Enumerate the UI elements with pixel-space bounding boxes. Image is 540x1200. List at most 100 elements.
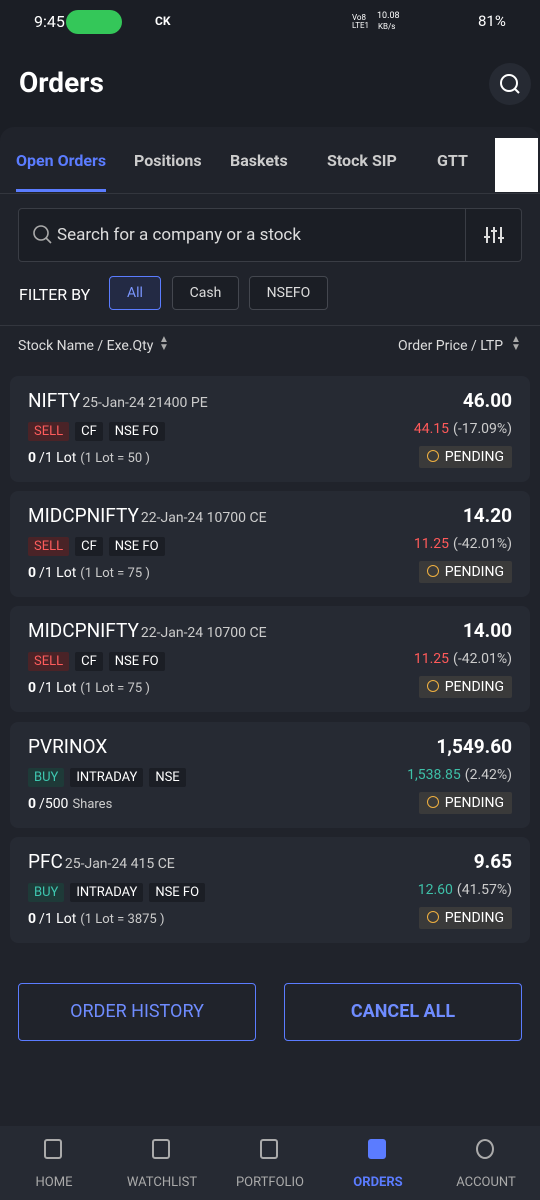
nav-label: WATCHLIST [126,1175,198,1190]
button-label: CANCEL ALL [350,1001,456,1022]
exec-qty: 0 [28,911,37,927]
filter-chip[interactable]: NSEFO [249,276,328,310]
tag: INTRADAY [70,768,144,787]
tag: CF [75,422,103,441]
ltp-change: (2.42%) [464,767,512,783]
status-badge: PENDING [418,907,512,929]
contract-detail: 25-Jan-24 21400 PE [82,395,208,411]
tab[interactable]: Open Orders [16,151,107,170]
status-text: PENDING [444,449,504,465]
contract-detail: 22-Jan-24 10700 CE [140,510,267,526]
nav-label: HOME [35,1175,73,1190]
qty-line: 0/1 Lot (1 Lot = 3875 ) [28,911,165,927]
tag: INTRADAY [70,883,144,902]
nav-item[interactable]: WATCHLIST [108,1126,216,1200]
tab[interactable]: GTT [437,151,468,170]
qty-note: (1 Lot = 75 ) [80,566,150,581]
nav-item[interactable]: ORDERS [324,1126,432,1200]
clock-icon [426,450,439,462]
status-badge: PENDING [418,446,512,468]
nav-icon [44,1139,62,1159]
ltp-line: 1,538.85 (2.42%) [407,767,512,783]
stock-name: NIFTY [28,389,81,412]
qty-note: (1 Lot = 75 ) [80,681,150,696]
search-button[interactable] [489,63,531,105]
clock-icon [426,680,439,692]
total-qty: /1 Lot [39,565,77,581]
total-qty: /1 Lot [39,911,77,927]
order-card[interactable]: MIDCPNIFTY 22-Jan-24 10700 CE SELL CF NSE FO… [10,491,530,597]
filter-settings[interactable] [465,209,522,261]
tag: NSE FO [108,422,165,441]
column-left[interactable]: Stock Name / Exe.Qty [18,338,154,354]
search-placeholder: Search for a company or a stock [57,225,301,245]
tag: NSE FO [149,883,206,902]
nav-item[interactable]: HOME [0,1126,108,1200]
status-icons: CK [155,14,171,28]
status-badge: PENDING [418,676,512,698]
qty-note: (1 Lot = 3875 ) [80,912,165,927]
tab[interactable]: Stock SIP [327,151,397,170]
order-price: 46.00 [462,389,512,412]
clock-icon [426,565,439,577]
exec-qty: 0 [28,450,37,466]
tag: CF [75,537,103,556]
tab[interactable]: Positions [134,151,202,170]
ltp-change: (-42.01%) [453,536,512,552]
order-card[interactable]: PFC 25-Jan-24 415 CE BUY INTRADAY NSE FO 0/1 … [10,837,530,943]
network: Vo8 LTE1 [352,13,370,30]
battery: 81% [478,12,506,30]
tab-bar: Open Orders Positions Baskets Stock SIP GTT [0,127,540,194]
order-card[interactable]: MIDCPNIFTY 22-Jan-24 10700 CE SELL CF NSE FO… [10,606,530,712]
order-title: PFC 25-Jan-24 415 CE [28,850,175,873]
tab-indicator [16,189,106,192]
ltp-change: (-17.09%) [453,421,512,437]
order-tags: BUY INTRADAY NSE FO [28,881,211,902]
order-price: 14.20 [462,504,512,527]
status-badge: PENDING [418,792,512,814]
nav-label: PORTFOLIO [235,1175,304,1190]
order-tags: SELL CF NSE FO [28,650,171,671]
ltp-line: 12.60 (41.57%) [418,882,512,898]
tag: NSE FO [108,652,165,671]
action-button[interactable]: ORDER HISTORY [18,983,256,1041]
call-pill [66,10,122,34]
filter-chip[interactable]: Cash [172,276,239,310]
ltp-change: (41.57%) [456,882,512,898]
ltp-line: 44.15 (-17.09%) [414,421,512,437]
column-right[interactable]: Order Price / LTP [398,338,504,354]
filter-label: FILTER BY [19,285,91,304]
tab[interactable]: Baskets [230,151,288,170]
filter-chip[interactable]: All [109,276,161,310]
order-card[interactable]: NIFTY 25-Jan-24 21400 PE SELL CF NSE FO 0/1 L… [10,376,530,482]
nav-icon [152,1139,170,1159]
ltp-line: 11.25 (-42.01%) [414,536,512,552]
nav-item[interactable]: ACCOUNT [432,1126,540,1200]
exec-qty: 0 [28,565,37,581]
sort-icon: ▲ ▼ [511,334,521,353]
clock-icon [426,911,439,923]
nav-item[interactable]: PORTFOLIO [216,1126,324,1200]
action-button[interactable]: CANCEL ALL [284,983,522,1041]
ltp: 1,538.85 [407,767,461,783]
tag: NSE [149,768,186,787]
search-box[interactable]: Search for a company or a stock [18,208,522,262]
status-badge: PENDING [418,561,512,583]
status-text: PENDING [444,564,504,580]
order-card[interactable]: PVRINOX BUY INTRADAY NSE 0/500 Shares 1,549.60… [10,722,530,828]
order-tags: SELL CF NSE FO [28,420,171,441]
status-bar: 9:45 CK Vo8 LTE1 10.08 KB/s 81% [0,0,540,44]
contract-detail: 22-Jan-24 10700 CE [140,625,267,641]
total-qty: /1 Lot [39,680,77,696]
order-price: 14.00 [462,619,512,642]
stock-name: MIDCPNIFTY [28,619,139,642]
order-tags: SELL CF NSE FO [28,535,171,556]
filter-text: Cash [189,285,222,301]
total-qty: /1 Lot [39,450,77,466]
exec-qty: 0 [28,680,37,696]
side-tag: SELL [28,652,70,671]
page-title: Orders [19,66,104,99]
side-tag: SELL [28,422,70,441]
qty-line: 0/1 Lot (1 Lot = 75 ) [28,565,150,581]
